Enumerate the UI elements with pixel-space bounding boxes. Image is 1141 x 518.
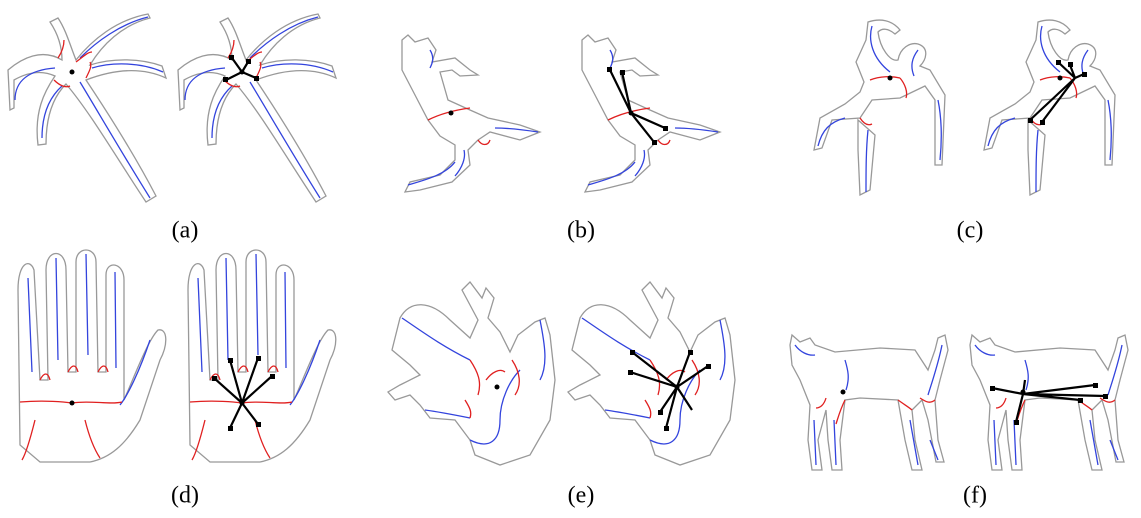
- panel-label: (f): [963, 483, 987, 509]
- panel-d: (d): [18, 250, 336, 509]
- panel-b: (b): [402, 35, 720, 244]
- panel-a: (a): [8, 14, 336, 244]
- panel-c: (c): [814, 20, 1115, 243]
- panel-label: (c): [957, 218, 984, 244]
- panel-label: (a): [172, 218, 199, 244]
- panel-label: (e): [568, 483, 595, 509]
- figure: (a) (b) (c) (d) (e) (f): [0, 0, 1141, 518]
- panel-label: (b): [567, 218, 595, 244]
- panel-label: (d): [171, 483, 199, 509]
- panel-e: (e): [388, 282, 735, 509]
- panel-f: (f): [790, 335, 1128, 509]
